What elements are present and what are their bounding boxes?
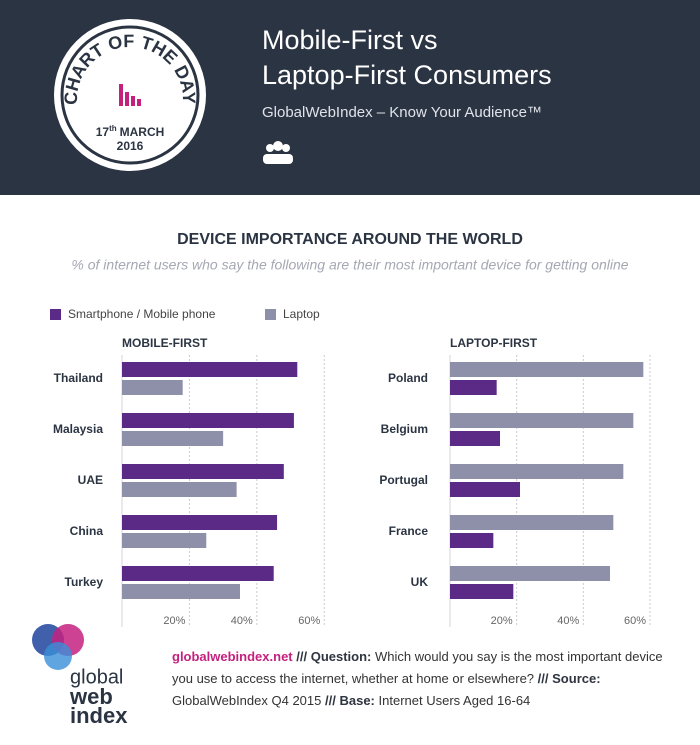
source: GlobalWebIndex Q4 2015 — [172, 693, 322, 708]
bar — [450, 413, 634, 428]
bar — [122, 380, 183, 395]
separator: /// — [296, 649, 308, 664]
section-title: DEVICE IMPORTANCE AROUND THE WORLD — [177, 231, 523, 248]
bar — [122, 515, 278, 530]
title: Laptop-First Consumers — [262, 60, 552, 90]
question: Which would you say is the most importan… — [172, 649, 663, 686]
category-label: Poland — [388, 371, 428, 385]
badge-date: 17th MARCH — [96, 124, 165, 139]
legend-swatch — [50, 309, 61, 320]
bar — [122, 566, 274, 581]
category-label: Turkey — [65, 575, 104, 589]
category-label: UAE — [78, 473, 103, 487]
badge-ring — [60, 25, 200, 165]
footer: globalwebindex.net /// Question: Which w… — [172, 646, 682, 712]
logo-text: web — [69, 684, 113, 709]
x-tick-label: 40% — [231, 615, 253, 627]
section-subtitle: % of internet users who say the followin… — [71, 257, 628, 273]
x-tick-label: 20% — [163, 615, 185, 627]
people-icon — [263, 141, 293, 164]
x-tick-label: 40% — [557, 615, 579, 627]
category-label: Portugal — [379, 473, 428, 487]
bar — [122, 431, 224, 446]
category-label: France — [389, 524, 429, 538]
bar — [450, 566, 610, 581]
base-label: Base: — [339, 693, 375, 708]
category-label: Thailand — [54, 371, 103, 385]
bar — [122, 533, 207, 548]
badge-icon — [119, 84, 123, 106]
badge-icon — [131, 96, 135, 106]
bar — [450, 431, 500, 446]
bar — [122, 464, 284, 479]
bar — [450, 362, 644, 377]
legend-swatch — [265, 309, 276, 320]
badge-year: 2016 — [117, 139, 144, 153]
question-label: Question: — [310, 649, 372, 664]
badge-day-suffix: th — [109, 124, 117, 133]
title: Mobile-First vs — [262, 25, 438, 55]
bar — [450, 533, 494, 548]
badge-icon — [137, 99, 141, 106]
chart-title: MOBILE-FIRST — [122, 336, 208, 350]
bar — [450, 482, 520, 497]
legend-label: Laptop — [283, 307, 320, 321]
bar — [450, 584, 514, 599]
bar — [122, 584, 240, 599]
bar — [122, 482, 237, 497]
category-label: Malaysia — [53, 422, 103, 436]
bar — [450, 380, 497, 395]
logo-text: index — [70, 703, 128, 728]
badge-month: MARCH — [120, 125, 165, 139]
category-label: China — [70, 524, 104, 538]
separator: /// — [325, 693, 336, 708]
category-label: UK — [411, 575, 429, 589]
badge-icon — [125, 92, 129, 106]
x-tick-label: 60% — [624, 615, 646, 627]
category-label: Belgium — [381, 422, 428, 436]
subtitle: GlobalWebIndex – Know Your Audience™ — [262, 104, 542, 121]
site: globalwebindex.net — [172, 649, 293, 664]
badge-day: 17 — [96, 125, 110, 139]
badge — [54, 19, 206, 171]
base: Internet Users Aged 16-64 — [378, 693, 531, 708]
x-tick-label: 20% — [491, 615, 513, 627]
bar — [122, 413, 294, 428]
bar — [450, 464, 624, 479]
logo-circle — [44, 642, 72, 670]
separator: /// — [537, 671, 549, 686]
logo-text: global — [70, 666, 123, 688]
chart-title: LAPTOP-FIRST — [450, 336, 538, 350]
source-label: Source: — [552, 671, 601, 686]
bar — [122, 362, 298, 377]
legend-label: Smartphone / Mobile phone — [68, 307, 216, 321]
bar — [450, 515, 614, 530]
x-tick-label: 60% — [298, 615, 320, 627]
